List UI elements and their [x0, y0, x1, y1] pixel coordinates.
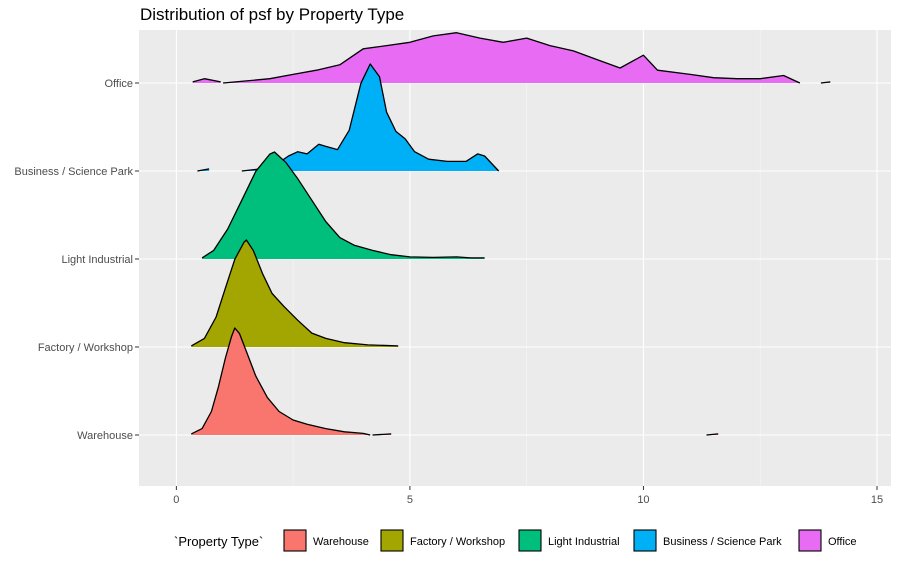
ridge-outline-warehouse — [372, 433, 392, 436]
ridge-outline-factory-workshop — [190, 239, 399, 347]
ridge-outline-office — [820, 81, 831, 84]
density-ridges — [190, 32, 831, 436]
ridge-outline-warehouse — [191, 327, 371, 436]
y-tick-label: Business / Science Park — [14, 166, 133, 178]
y-tick-label: Light Industrial — [61, 254, 133, 266]
legend-key — [283, 529, 307, 552]
x-axis: 0 5 10 15 — [173, 486, 883, 506]
ridge-outline-office — [223, 32, 801, 84]
legend-key — [798, 529, 822, 552]
y-tick-label: Factory / Workshop — [38, 342, 133, 354]
ridge-outline-warehouse — [706, 433, 719, 436]
x-tick-label: 0 — [173, 494, 179, 506]
y-axis: Warehouse Factory / Workshop Light Industr… — [14, 78, 139, 442]
ridge-fill-warehouse — [191, 328, 371, 435]
legend-label: Light Industrial — [548, 536, 620, 548]
y-tick-label: Office — [104, 78, 133, 90]
legend: `Property Type` Warehouse Factory / Works… — [174, 529, 857, 552]
ridge-fill-business-science-park — [241, 64, 499, 171]
ridge-outline-business-science-park — [241, 63, 500, 172]
ridge-fill-factory-workshop — [191, 240, 399, 347]
ridge-outline-office — [192, 78, 221, 83]
ridge-outline-light-industrial — [201, 151, 485, 259]
chart-title: Distribution of psf by Property Type — [140, 5, 404, 24]
x-tick-label: 5 — [407, 494, 413, 506]
x-tick-label: 15 — [871, 494, 883, 506]
legend-label: Factory / Workshop — [410, 536, 505, 548]
legend-key — [380, 529, 404, 552]
y-tick-label: Warehouse — [77, 430, 133, 442]
x-tick-label: 10 — [637, 494, 649, 506]
legend-label: Office — [828, 536, 857, 548]
legend-title: `Property Type` — [174, 534, 263, 549]
legend-key — [518, 529, 542, 552]
legend-label: Business / Science Park — [663, 536, 782, 548]
ridge-fill-light-industrial — [202, 152, 485, 259]
legend-key — [633, 529, 657, 552]
ridge-fill-office — [192, 78, 221, 83]
ridge-outline-business-science-park — [197, 168, 210, 172]
legend-label: Warehouse — [313, 536, 369, 548]
